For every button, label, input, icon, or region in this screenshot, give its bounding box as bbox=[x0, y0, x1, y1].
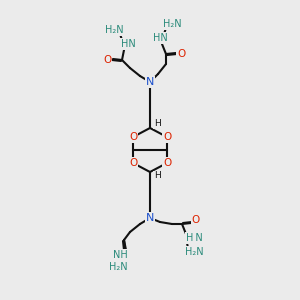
Text: H N: H N bbox=[186, 233, 202, 243]
Text: O: O bbox=[117, 250, 125, 260]
Text: H₂N: H₂N bbox=[163, 19, 181, 29]
Text: N: N bbox=[146, 77, 154, 87]
Text: N: N bbox=[146, 213, 154, 223]
Text: H₂N: H₂N bbox=[185, 247, 203, 257]
Text: O: O bbox=[163, 132, 171, 142]
Text: O: O bbox=[103, 55, 111, 65]
Text: O: O bbox=[177, 49, 185, 59]
Text: O: O bbox=[163, 158, 171, 168]
Text: H₂N: H₂N bbox=[105, 25, 123, 35]
Text: HN: HN bbox=[153, 33, 167, 43]
Text: O: O bbox=[192, 215, 200, 225]
Text: HN: HN bbox=[121, 39, 135, 49]
Text: NH: NH bbox=[112, 250, 128, 260]
Text: O: O bbox=[129, 132, 137, 142]
Text: H: H bbox=[154, 119, 161, 128]
Text: H₂N: H₂N bbox=[109, 262, 127, 272]
Text: O: O bbox=[129, 158, 137, 168]
Text: H: H bbox=[154, 172, 161, 181]
